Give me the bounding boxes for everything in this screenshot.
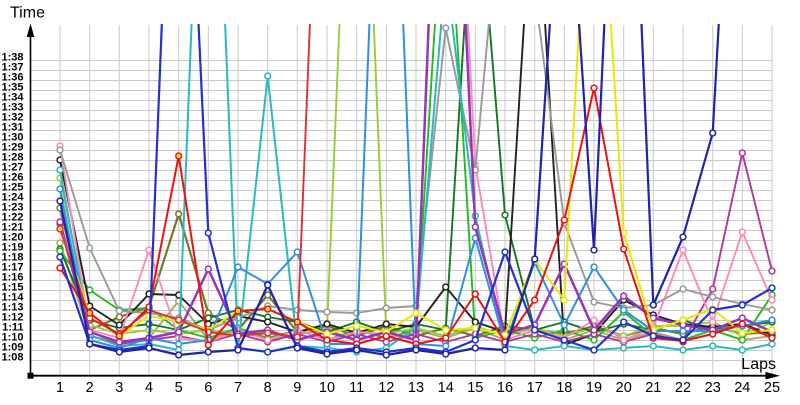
svg-text:1:24: 1:24 [1, 191, 24, 203]
svg-text:1:17: 1:17 [1, 261, 23, 273]
svg-text:14: 14 [438, 380, 454, 396]
svg-text:5: 5 [175, 380, 183, 396]
svg-text:10: 10 [319, 380, 335, 396]
svg-text:19: 19 [586, 380, 602, 396]
svg-text:7: 7 [234, 380, 242, 396]
svg-text:2: 2 [86, 380, 94, 396]
svg-text:8: 8 [264, 380, 272, 396]
svg-text:13: 13 [408, 380, 424, 396]
svg-text:1:16: 1:16 [1, 271, 23, 283]
svg-text:1:08: 1:08 [1, 351, 23, 363]
svg-text:1:35: 1:35 [1, 81, 23, 93]
svg-text:23: 23 [705, 380, 721, 396]
svg-text:11: 11 [349, 380, 364, 396]
svg-text:1:29: 1:29 [1, 141, 23, 153]
svg-text:1:11: 1:11 [2, 321, 23, 333]
svg-text:1:20: 1:20 [1, 231, 23, 243]
svg-text:1:22: 1:22 [1, 211, 23, 223]
svg-text:21: 21 [645, 380, 661, 396]
svg-text:1:28: 1:28 [1, 151, 23, 163]
svg-text:1: 1 [56, 380, 64, 396]
svg-text:18: 18 [556, 380, 572, 396]
svg-text:24: 24 [734, 380, 750, 396]
svg-text:9: 9 [293, 380, 301, 396]
svg-text:1:13: 1:13 [1, 301, 23, 313]
svg-text:22: 22 [675, 380, 691, 396]
svg-text:1:30: 1:30 [1, 131, 23, 143]
svg-text:4: 4 [145, 380, 153, 396]
svg-text:6: 6 [204, 380, 212, 396]
svg-text:1:27: 1:27 [1, 161, 23, 173]
svg-text:1:26: 1:26 [1, 171, 23, 183]
svg-text:1:31: 1:31 [1, 121, 23, 133]
svg-text:1:36: 1:36 [1, 71, 23, 83]
svg-text:16: 16 [497, 380, 513, 396]
svg-text:1:23: 1:23 [1, 201, 23, 213]
svg-text:15: 15 [467, 380, 483, 396]
svg-text:1:33: 1:33 [1, 101, 23, 113]
svg-text:1:25: 1:25 [1, 181, 23, 193]
svg-text:25: 25 [764, 380, 780, 396]
svg-text:20: 20 [616, 380, 632, 396]
svg-text:1:32: 1:32 [1, 111, 23, 123]
svg-text:1:37: 1:37 [1, 61, 23, 73]
svg-text:1:10: 1:10 [1, 331, 23, 343]
svg-text:3: 3 [115, 380, 123, 396]
svg-text:1:21: 1:21 [1, 221, 23, 233]
svg-text:1:12: 1:12 [1, 311, 23, 323]
svg-text:1:34: 1:34 [1, 91, 24, 103]
svg-text:Laps: Laps [741, 356, 776, 373]
svg-text:1:09: 1:09 [1, 341, 23, 353]
svg-text:1:18: 1:18 [1, 251, 23, 263]
svg-text:1:19: 1:19 [1, 241, 23, 253]
svg-text:1:38: 1:38 [1, 51, 23, 63]
svg-text:1:14: 1:14 [1, 291, 24, 303]
svg-text:Time: Time [10, 5, 45, 22]
svg-text:12: 12 [378, 380, 394, 396]
svg-text:17: 17 [527, 380, 543, 396]
svg-text:1:15: 1:15 [1, 281, 23, 293]
